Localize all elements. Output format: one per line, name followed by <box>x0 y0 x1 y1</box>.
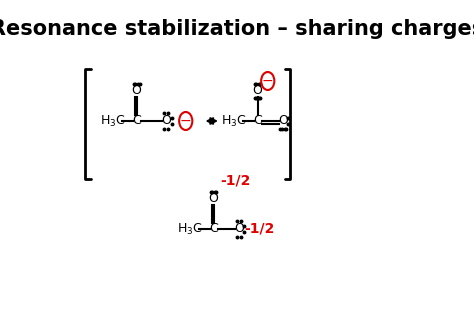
Text: −: − <box>262 74 273 88</box>
Text: O: O <box>234 222 244 235</box>
Text: H$_3$C: H$_3$C <box>177 221 202 237</box>
Text: -1/2: -1/2 <box>220 174 251 188</box>
Text: Resonance stabilization – sharing charges: Resonance stabilization – sharing charge… <box>0 19 474 39</box>
Text: −: − <box>180 114 191 128</box>
Text: C: C <box>253 115 262 128</box>
Text: O: O <box>253 85 263 98</box>
Text: O: O <box>209 192 219 205</box>
Text: O: O <box>132 85 142 98</box>
Text: -1/2: -1/2 <box>245 222 275 236</box>
Text: O: O <box>278 115 288 128</box>
Text: O: O <box>161 115 171 128</box>
Text: H$_3$C: H$_3$C <box>100 114 126 129</box>
Text: C: C <box>209 222 218 235</box>
Text: H$_3$C: H$_3$C <box>221 114 246 129</box>
Text: C: C <box>132 115 141 128</box>
